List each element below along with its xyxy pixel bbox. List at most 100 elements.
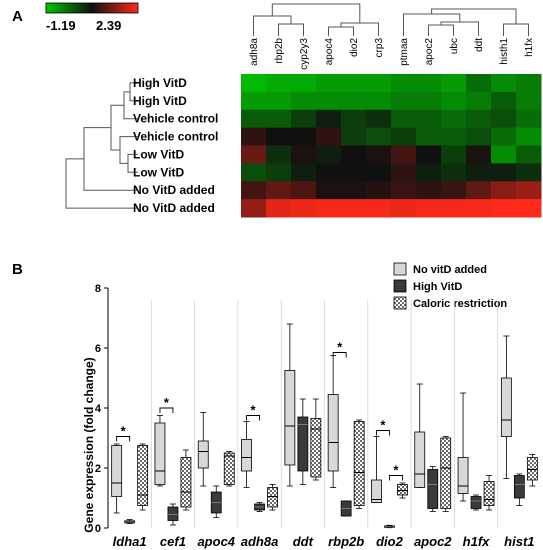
heatmap-cell-vehicle-control-h1fx <box>516 127 542 147</box>
colorbar <box>45 2 139 14</box>
heatmap-cell-vehicle-control-ddt <box>466 109 492 129</box>
heatmap-cell-high-vitd-adh8a <box>241 74 267 93</box>
heatmap-cell-no-vitd-added-cyp2y3 <box>291 181 317 200</box>
heatmap-cell-vehicle-control-apoc2 <box>416 109 442 129</box>
col-dendro-link <box>440 21 479 36</box>
heatmap-cell-high-vitd-histh1 <box>491 91 517 111</box>
box-body <box>513 475 525 499</box>
heatmap-cell-low-vitd-apoc2 <box>416 145 442 164</box>
box-h1fx-caloric-restriction <box>483 475 495 511</box>
box-ldha1-caloric-restriction <box>137 443 149 511</box>
box-h1fx-no-vitd-added <box>457 392 469 502</box>
heatmap-cell-no-vitd-added-adh8a <box>241 199 267 218</box>
heatmap-cell-high-vitd-ptmaa <box>391 91 417 111</box>
col-dendro-link <box>253 15 292 36</box>
heatmap-cell-low-vitd-adh8a <box>241 163 267 182</box>
box-ddt-high-vitd <box>297 398 309 485</box>
heatmap-cell-no-vitd-added-dio2 <box>341 199 367 218</box>
heatmap-cell-no-vitd-added-adh8a <box>241 181 267 200</box>
significance-bracket <box>159 407 174 413</box>
heatmap-cell-low-vitd-histh1 <box>491 145 517 164</box>
box-plots <box>111 323 538 529</box>
box-body <box>180 457 192 508</box>
box-body <box>371 479 382 503</box>
heatmap-cell-low-vitd-crp3 <box>366 145 392 164</box>
box-rbp2b-caloric-restriction <box>353 419 365 509</box>
box-body <box>223 452 235 485</box>
heatmap-cell-vehicle-control-cyp2y3 <box>291 127 317 147</box>
box-apoc4-high-vitd <box>210 485 222 518</box>
box-hist1-high-vitd <box>513 473 525 506</box>
legend-label-high-vitd: High VitD <box>413 281 462 293</box>
heatmap-cell-vehicle-control-apoc4 <box>316 109 342 129</box>
heatmap-cell-high-vitd-rbp2b <box>266 91 292 111</box>
column-label-cyp2y3: cyp2y3 <box>299 38 310 70</box>
column-label-ptmaa: ptmaa <box>399 38 410 66</box>
column-label-ubc: ubc <box>449 38 460 54</box>
row-dendrogram <box>65 82 138 209</box>
significance-star: * <box>121 424 127 439</box>
x-label-cef1: cef1 <box>160 534 186 549</box>
significance-star: * <box>164 395 170 410</box>
heatmap-cell-vehicle-control-histh1 <box>491 127 517 147</box>
box-body <box>470 496 482 509</box>
heatmap-cell-low-vitd-h1fx <box>516 145 542 164</box>
heatmap-cell-low-vitd-ptmaa <box>391 145 417 164</box>
heatmap-cell-no-vitd-added-dio2 <box>341 181 367 200</box>
heatmap-cell-no-vitd-added-apoc2 <box>416 181 442 200</box>
heatmap-cell-vehicle-control-adh8a <box>241 109 267 129</box>
box-body <box>137 445 149 506</box>
significance-bracket <box>246 415 260 421</box>
heatmap-cell-low-vitd-apoc4 <box>316 163 342 182</box>
heatmap-cell-no-vitd-added-crp3 <box>366 199 392 218</box>
legend: No vitD added High VitD Caloric restrict… <box>393 262 507 310</box>
significance-star: * <box>251 403 257 418</box>
box-body <box>457 457 469 494</box>
heatmap-cell-high-vitd-dio2 <box>341 91 367 111</box>
box-apoc4-no-vitd-added <box>197 412 209 487</box>
heatmap-cell-vehicle-control-crp3 <box>366 109 392 129</box>
y-tick-label: 4 <box>95 403 102 415</box>
heatmap-cell-high-vitd-apoc4 <box>316 74 342 93</box>
box-body <box>167 506 179 521</box>
heatmap-cell-vehicle-control-histh1 <box>491 109 517 129</box>
x-label-rbp2b: rbp2b <box>328 534 364 549</box>
x-label-hist1: hist1 <box>504 534 534 549</box>
heatmap-cell-no-vitd-added-ddt <box>466 181 492 200</box>
heatmap-cell-high-vitd-ubc <box>441 74 467 93</box>
row-dendro-link <box>110 104 124 151</box>
significance-star: * <box>380 418 386 433</box>
box-apoc2-high-vitd <box>427 466 439 512</box>
col-dendro-link <box>428 24 454 36</box>
box-ddt-caloric-restriction <box>310 398 322 481</box>
significance-adh8a: * <box>246 403 260 421</box>
significance-dio2: * <box>389 463 403 481</box>
y-tick-label: 2 <box>95 463 101 475</box>
heatmap-cell-high-vitd-cyp2y3 <box>291 74 317 93</box>
heatmap-column-labels: adh8a rbp2b cyp2y3 apoc4 dio2 crp3 ptmaa apoc2 u… <box>249 38 535 70</box>
significance-bracket <box>332 352 347 358</box>
heatmap-row-labels: High VitD High VitD Vehicle control Vehicle… <box>133 76 218 215</box>
heatmap-cell-high-vitd-h1fx <box>516 91 542 111</box>
heatmap-cell-no-vitd-added-ddt <box>466 199 492 218</box>
box-cef1-high-vitd <box>167 503 179 526</box>
box-body <box>297 416 309 472</box>
col-dendro-link <box>431 8 517 24</box>
heatmap-cell-vehicle-control-ddt <box>466 127 492 147</box>
significance-star: * <box>337 340 343 355</box>
heatmap-cell-low-vitd-ddt <box>466 163 492 182</box>
heatmap-cell-vehicle-control-cyp2y3 <box>291 109 317 129</box>
category-separators <box>150 300 499 528</box>
heatmap-cell-low-vitd-cyp2y3 <box>291 145 317 164</box>
heatmap-cell-low-vitd-dio2 <box>341 145 367 164</box>
heatmap-cell-vehicle-control-ubc <box>441 127 467 147</box>
heatmap-cell-low-vitd-ddt <box>466 145 492 164</box>
col-dendro-link <box>278 23 304 36</box>
col-dendro-link <box>328 26 354 36</box>
heatmap-cell-no-vitd-added-apoc2 <box>416 199 442 218</box>
legend-swatch-high-vitd <box>393 279 407 293</box>
column-label-histh1: histh1 <box>499 38 510 65</box>
row-label-low-vitd-5: Low VitD <box>133 147 184 161</box>
box-body <box>414 431 426 488</box>
